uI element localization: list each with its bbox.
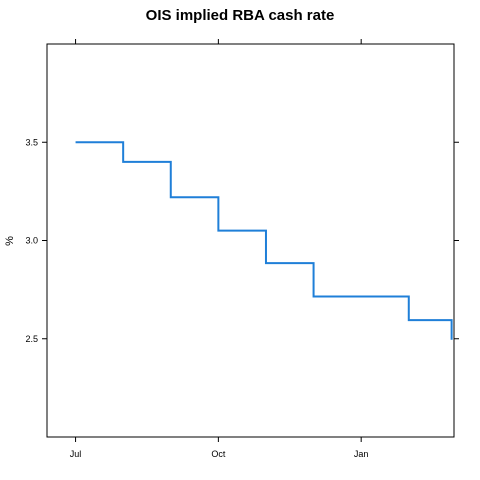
y-axis-label: % <box>4 236 16 246</box>
y-tick-label: 3.0 <box>25 236 38 246</box>
x-tick-label: Jan <box>354 449 369 459</box>
y-axis: 2.5 3.0 3.5 <box>25 137 459 344</box>
x-axis: Jul Oct Jan <box>70 39 369 459</box>
series-line <box>75 141 453 340</box>
plot-frame <box>46 43 455 438</box>
x-tick-label: Oct <box>211 449 226 459</box>
chart-title: OIS implied RBA cash rate <box>146 7 335 24</box>
x-tick-label: Jul <box>70 449 82 459</box>
y-tick-label: 3.5 <box>25 137 38 147</box>
y-tick-label: 2.5 <box>25 334 38 344</box>
series-group <box>75 141 453 340</box>
